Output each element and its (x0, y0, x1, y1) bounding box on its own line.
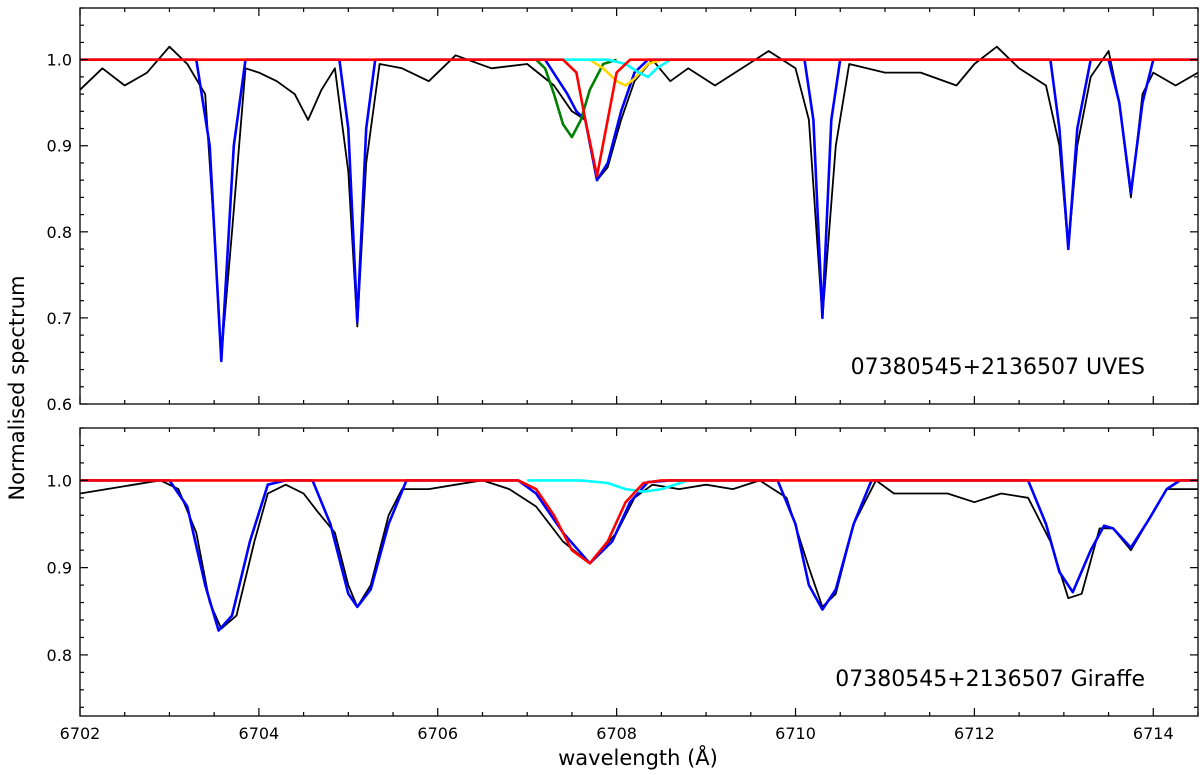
x-tick-label: 6710 (775, 724, 816, 743)
giraffe-panel: 0.8 0.9 1.0 6702 6704 6706 6708 6710 6712 6714 073… (47, 427, 1199, 743)
blend-component-line (527, 479, 689, 493)
blend-component-line (535, 58, 617, 139)
series-group (80, 45, 1198, 363)
y-tick-label: 0.9 (47, 559, 72, 578)
observed-line (80, 45, 1198, 358)
y-tick-label: 1.0 (47, 51, 72, 70)
x-tick-label: 6702 (60, 724, 101, 743)
plot-frame (79, 427, 1199, 717)
x-tick-label: 6706 (417, 724, 458, 743)
x-axis-label: wavelength (Å) (558, 744, 718, 770)
x-tick-label: 6708 (596, 724, 637, 743)
synthetic-line (80, 479, 1198, 632)
x-tick-label: 6712 (954, 724, 995, 743)
li-fit-line (80, 479, 1198, 565)
x-tick-label: 6714 (1133, 724, 1174, 743)
y-tick-label: 0.9 (47, 137, 72, 156)
plot-frame (79, 7, 1199, 405)
star-id-annotation: 07380545+2136507 Giraffe (835, 667, 1145, 692)
blend-component-line (589, 58, 662, 87)
star-id-annotation: 07380545+2136507 UVES (851, 355, 1145, 380)
blend-component-line (527, 58, 672, 79)
synthetic-line (80, 58, 1198, 363)
y-tick-label: 0.8 (47, 646, 72, 665)
x-tick-label: 6704 (239, 724, 280, 743)
y-tick-label: 0.6 (47, 395, 72, 414)
y-tick-label: 1.0 (47, 471, 72, 490)
y-tick-label: 0.7 (47, 309, 72, 328)
y-axis-label: Normalised spectrum (5, 275, 29, 500)
uves-panel: 0.6 0.7 0.8 0.9 1.0 07380545+2136507 UVES (47, 7, 1199, 414)
series-group (80, 479, 1198, 632)
li-fit-line (80, 58, 1198, 178)
y-tick-label: 0.8 (47, 223, 72, 242)
